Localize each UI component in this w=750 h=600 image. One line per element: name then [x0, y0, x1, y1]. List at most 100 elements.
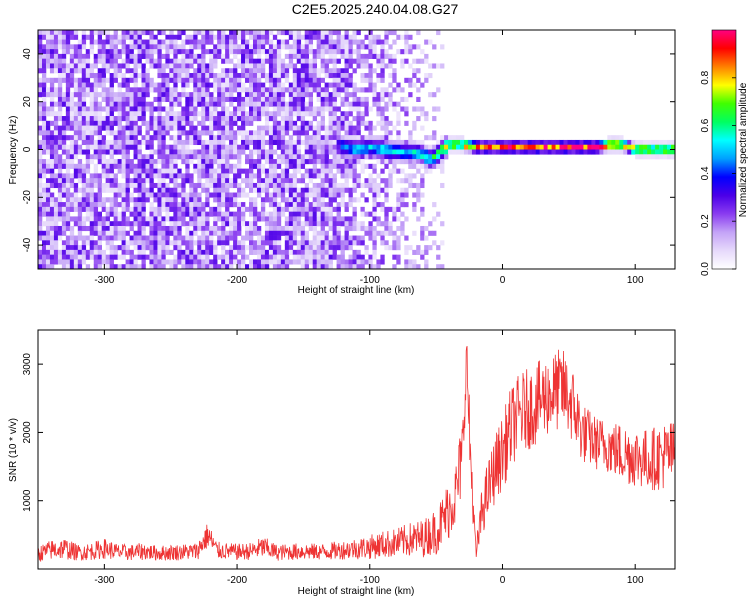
heatmap-cell	[201, 106, 206, 112]
heatmap-cell	[177, 130, 182, 136]
heatmap-cell	[121, 202, 126, 208]
heatmap-cell	[113, 225, 118, 232]
heatmap-cell	[173, 159, 178, 165]
heatmap-cell	[169, 111, 174, 117]
heatmap-cell	[408, 144, 413, 150]
heatmap-cell	[45, 264, 51, 270]
heatmap-cell	[332, 120, 337, 126]
heatmap-cell	[324, 235, 329, 241]
heatmap-cell	[41, 120, 47, 126]
heatmap-cell	[392, 149, 397, 155]
heatmap-cell	[380, 230, 385, 236]
heatmap-cell	[101, 235, 106, 241]
heatmap-cell	[49, 163, 55, 169]
heatmap-cell	[181, 216, 186, 222]
heatmap-cell	[348, 82, 353, 88]
heatmap-cell	[125, 178, 130, 184]
snr-x-ticks: -300 -200 -100 0 100	[94, 330, 644, 586]
heatmap-cell	[316, 197, 321, 203]
heatmap-cell	[252, 264, 258, 270]
heatmap-cell	[233, 120, 238, 126]
heatmap-cell	[237, 221, 242, 227]
heatmap-cell	[93, 149, 99, 155]
heatmap-cell	[249, 178, 254, 184]
heatmap-cell	[169, 202, 174, 208]
heatmap-cell	[340, 197, 345, 203]
heatmap-cell	[77, 216, 83, 222]
heatmap-cell	[137, 254, 142, 260]
heatmap-cell	[161, 82, 166, 88]
heatmap-cell	[109, 264, 114, 270]
heatmap-cell	[392, 73, 397, 79]
heatmap-cell	[296, 192, 302, 198]
heatmap-cell	[217, 254, 222, 260]
heatmap-cell	[89, 30, 95, 36]
heatmap-cell	[217, 144, 222, 150]
heatmap-cell	[384, 92, 389, 98]
heatmap-cell	[125, 182, 130, 189]
heatmap-cell	[328, 264, 333, 270]
heatmap-cell	[173, 101, 178, 107]
heatmap-cell	[400, 197, 405, 203]
heatmap-cell	[268, 192, 274, 198]
heatmap-cell	[169, 249, 174, 255]
heatmap-cell	[304, 125, 310, 131]
heatmap-cell	[89, 159, 95, 165]
heatmap-cell	[197, 245, 202, 251]
heatmap-cell	[344, 221, 349, 227]
heatmap-cell	[133, 39, 138, 45]
heatmap-cell	[161, 197, 166, 203]
heatmap-cell	[352, 101, 357, 107]
heatmap-cell	[53, 135, 59, 141]
heatmap-cell	[300, 116, 306, 122]
heatmap-cell	[404, 49, 409, 55]
heatmap-cell	[133, 101, 138, 107]
heatmap-cell	[260, 135, 266, 141]
heatmap-cell	[527, 144, 532, 150]
heatmap-cell	[97, 53, 102, 59]
heatmap-cell	[368, 63, 373, 69]
heatmap-cell	[276, 182, 282, 189]
heatmap-cell	[340, 216, 345, 222]
heatmap-cell	[69, 259, 75, 265]
heatmap-cell	[129, 125, 134, 131]
heatmap-cell	[137, 130, 142, 136]
heatmap-cell	[364, 163, 369, 169]
heatmap-cell	[38, 87, 43, 93]
heatmap-cell	[221, 230, 226, 236]
heatmap-cell	[85, 264, 91, 270]
heatmap-cell	[272, 235, 278, 241]
heatmap-cell	[268, 245, 274, 251]
heatmap-cell	[73, 82, 79, 88]
heatmap-cell	[264, 221, 270, 227]
heatmap-cell	[408, 264, 413, 270]
heatmap-cell	[61, 149, 67, 155]
heatmap-cell	[185, 154, 190, 160]
heatmap-cell	[209, 235, 214, 241]
heatmap-cell	[57, 211, 63, 217]
snr-y-tick-label: 3000	[22, 353, 33, 376]
heatmap-cell	[181, 211, 186, 217]
heatmap-cell	[209, 106, 214, 112]
heatmap-cell	[38, 106, 43, 112]
heatmap-cell	[109, 245, 114, 251]
heatmap-cell	[284, 120, 290, 126]
spectrogram-x-tick-label: -200	[227, 275, 247, 286]
heatmap-cell	[380, 68, 385, 74]
heatmap-cell	[336, 225, 341, 232]
heatmap-cell	[467, 139, 473, 146]
heatmap-cell	[245, 130, 250, 136]
heatmap-cell	[38, 216, 43, 222]
heatmap-cell	[38, 39, 43, 45]
heatmap-cell	[312, 49, 317, 55]
heatmap-cell	[249, 120, 254, 126]
heatmap-cell	[276, 230, 282, 236]
heatmap-cell	[161, 264, 166, 270]
heatmap-cell	[380, 73, 385, 79]
heatmap-cell	[332, 73, 337, 79]
heatmap-cell	[456, 139, 461, 146]
heatmap-cell	[264, 49, 270, 55]
heatmap-cell	[396, 139, 401, 146]
heatmap-cell	[332, 30, 337, 36]
heatmap-cell	[252, 116, 258, 122]
